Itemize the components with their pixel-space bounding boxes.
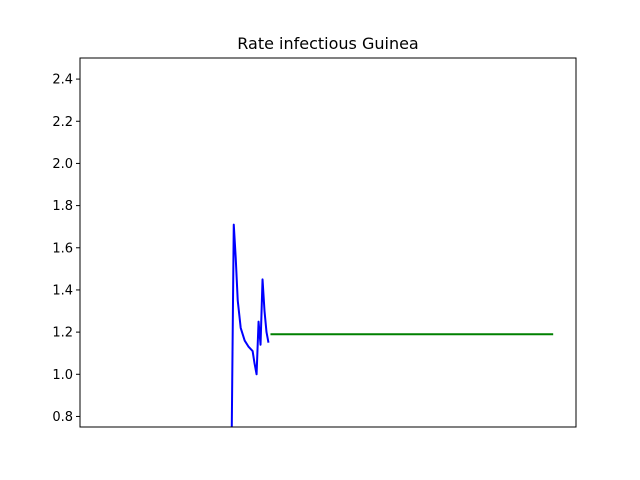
y-tick-label: 1.4 [52,283,73,298]
y-tick-label: 1.6 [52,241,73,256]
y-tick-label: 1.8 [52,199,73,214]
plot-area-frame [79,57,577,428]
y-axis: 0.8 1.0 1.2 1.4 1.6 1.8 2.0 2.2 2.4 [52,73,80,425]
y-tick-label: 2.4 [52,73,73,88]
series-line-0 [230,223,270,428]
series-layer [230,223,554,428]
chart-title: Rate infectious Guinea [237,34,418,53]
y-tick-label: 0.8 [52,410,73,425]
y-tick-label: 2.2 [52,115,73,130]
y-tick-label: 1.2 [52,326,73,341]
y-tick-label: 1.0 [52,368,73,383]
y-tick-label: 2.0 [52,157,73,172]
